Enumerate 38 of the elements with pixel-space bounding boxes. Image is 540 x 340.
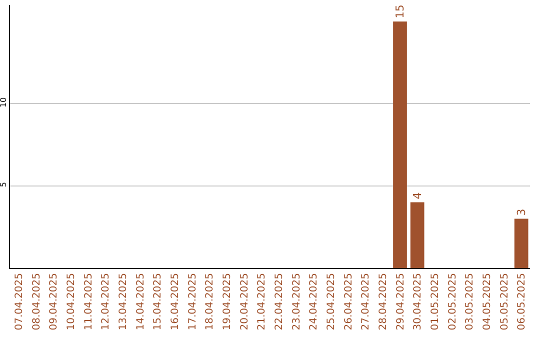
x-tick-label: 21.04.2025 <box>256 273 268 330</box>
x-tick-label: 25.04.2025 <box>326 273 337 330</box>
x-tick-label: 28.04.2025 <box>378 273 389 330</box>
x-tick-label: 09.04.2025 <box>48 273 60 330</box>
x-tick-label: 16.04.2025 <box>170 273 181 330</box>
x-tick-label: 19.04.2025 <box>222 273 233 330</box>
x-tick-label: 01.05.2025 <box>430 273 441 330</box>
x-tick-label: 15.04.2025 <box>152 273 164 330</box>
x-tick-label: 26.04.2025 <box>343 273 354 330</box>
x-tick-label: 13.04.2025 <box>118 273 129 330</box>
y-tick-label: 5 <box>0 182 8 188</box>
x-tick-label: 14.04.2025 <box>135 273 146 330</box>
x-tick-label: 08.04.2025 <box>31 273 42 330</box>
x-tick-label: 02.05.2025 <box>447 273 458 330</box>
bar <box>514 218 528 268</box>
x-tick-label: 24.04.2025 <box>308 273 320 330</box>
x-tick-label: 11.04.2025 <box>83 273 94 330</box>
x-tick-label: 18.04.2025 <box>204 273 216 330</box>
x-tick-label: 10.04.2025 <box>66 273 77 330</box>
x-tick-label: 06.05.2025 <box>516 273 528 330</box>
x-tick-label: 30.04.2025 <box>412 273 424 330</box>
x-tick-label: 17.04.2025 <box>187 273 198 330</box>
bar <box>410 202 424 268</box>
x-tick-label: 03.05.2025 <box>464 273 476 330</box>
x-tick-label: 23.04.2025 <box>291 273 302 330</box>
bar <box>393 21 407 268</box>
data-label: 3 <box>514 208 528 216</box>
x-tick-label: 22.04.2025 <box>274 273 285 330</box>
x-tick-label: 27.04.2025 <box>360 273 372 330</box>
x-tick-label: 07.04.2025 <box>14 273 25 330</box>
x-tick-label: 04.05.2025 <box>482 273 493 330</box>
x-tick-label: 12.04.2025 <box>100 273 112 330</box>
data-label: 4 <box>410 192 424 200</box>
x-tick-label: 05.05.2025 <box>499 273 510 330</box>
y-tick-label: 10 <box>0 97 8 108</box>
data-label: 15 <box>393 4 406 18</box>
x-tick-label: 29.04.2025 <box>395 273 406 330</box>
x-tick-label: 20.04.2025 <box>239 273 250 330</box>
